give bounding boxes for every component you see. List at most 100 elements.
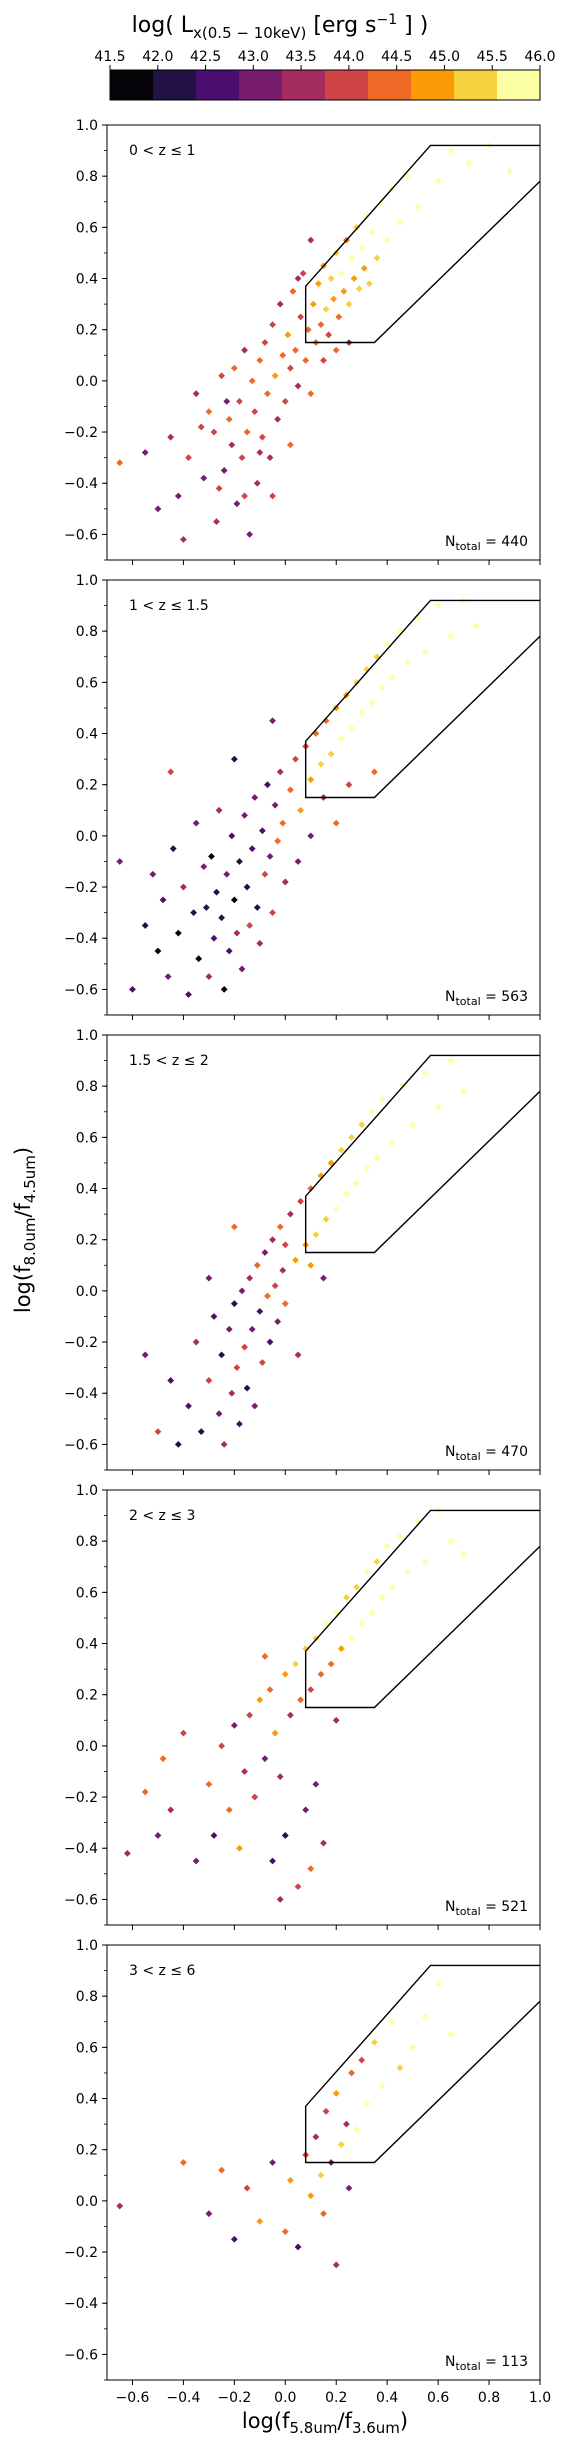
data-point	[202, 904, 210, 911]
data-point	[251, 1793, 259, 1801]
data-point	[274, 1318, 282, 1325]
data-point	[215, 484, 223, 492]
data-point	[195, 955, 203, 963]
data-point	[190, 909, 197, 917]
data-point	[197, 1428, 205, 1436]
data-point	[276, 300, 284, 308]
data-point	[307, 2192, 315, 2200]
y-tick-label: 0.8	[76, 1079, 98, 1095]
y-tick-label: −0.2	[64, 1790, 98, 1806]
colorbar-segment	[153, 70, 197, 100]
data-point	[154, 505, 162, 513]
data-point	[241, 492, 248, 500]
data-point	[236, 1420, 243, 1428]
data-point	[225, 1325, 233, 1333]
data-point	[337, 1645, 345, 1653]
data-point	[192, 1338, 200, 1346]
data-point	[378, 684, 386, 691]
data-point	[292, 1660, 299, 1668]
data-point	[141, 1351, 149, 1359]
data-point	[228, 441, 236, 449]
data-point	[276, 1223, 284, 1231]
data-point	[355, 285, 363, 293]
data-point	[460, 1550, 467, 1558]
data-point	[266, 1338, 274, 1346]
data-point	[167, 768, 175, 776]
data-point	[302, 1645, 310, 1653]
data-point	[271, 801, 279, 809]
data-point	[149, 870, 157, 878]
data-point	[368, 699, 376, 707]
data-point	[243, 428, 251, 436]
panel-redshift-label: 0 < z ≤ 1	[129, 143, 195, 159]
ntotal-label: Ntotal = 440	[445, 534, 528, 553]
data-point	[327, 275, 335, 282]
data-point	[185, 991, 192, 998]
colorbar-tick-label: 43.0	[238, 49, 269, 65]
data-point	[297, 313, 304, 321]
colorbar-title-sup: −1	[377, 12, 398, 28]
data-point	[343, 1190, 350, 1198]
data-point	[251, 1402, 259, 1410]
data-point	[192, 390, 200, 398]
plot-area	[116, 142, 540, 543]
data-point	[353, 678, 361, 686]
data-point	[281, 1300, 289, 1308]
data-point	[223, 870, 231, 878]
data-point	[123, 1849, 131, 1857]
y-tick-label: −0.4	[64, 931, 98, 947]
data-point	[378, 2082, 386, 2090]
data-point	[210, 1832, 218, 1839]
data-point	[297, 1197, 304, 1205]
data-point	[248, 1325, 256, 1333]
data-point	[337, 2141, 345, 2148]
data-point	[256, 1307, 264, 1315]
data-point	[225, 1806, 233, 1814]
data-point	[447, 1057, 455, 1064]
data-point	[337, 270, 345, 277]
data-point	[223, 397, 231, 405]
data-point	[185, 454, 192, 462]
data-point	[307, 1865, 315, 1873]
data-point	[238, 1287, 246, 1295]
data-point	[294, 858, 302, 865]
data-point	[404, 658, 411, 666]
agn-wedge	[304, 1964, 540, 2164]
data-point	[378, 1095, 386, 1103]
data-point	[434, 1103, 442, 1111]
data-point	[286, 1711, 294, 1719]
ntotal-label: Ntotal = 563	[445, 989, 528, 1008]
data-point	[348, 2069, 355, 2077]
data-point	[337, 735, 345, 743]
y-tick-label: 0.2	[76, 1688, 98, 1704]
y-tick-label: −0.6	[64, 2347, 98, 2363]
data-point	[353, 1583, 361, 1591]
data-point	[353, 2125, 361, 2133]
data-point	[332, 704, 340, 712]
data-point	[180, 1729, 187, 1737]
y-tick-label: 0.4	[76, 272, 98, 288]
data-point	[307, 236, 315, 244]
agn-wedge	[304, 144, 540, 344]
data-point	[447, 147, 455, 154]
x-tick-label: −0.4	[166, 2390, 200, 2406]
data-point	[322, 1215, 330, 1223]
data-point	[205, 1377, 213, 1384]
y-tick-label: 0.6	[76, 675, 98, 691]
data-point	[266, 1686, 274, 1693]
data-point	[269, 717, 276, 725]
y-tick-label: 0.8	[76, 624, 98, 640]
colorbar-segment	[196, 70, 240, 100]
agn-wedge	[304, 599, 540, 799]
plot-area	[116, 597, 540, 998]
data-point	[409, 2043, 417, 2051]
data-point	[317, 1670, 325, 1678]
y-tick-label: −0.4	[64, 2296, 98, 2312]
data-point	[159, 896, 167, 904]
scatter-panel: −0.6 −0.4 −0.2 0.0 0.2 0.4 0.6 0.8 1.0 2 < z ≤ 3 N…	[64, 1483, 541, 1930]
data-point	[317, 760, 325, 768]
y-tick-label: 0.2	[76, 1233, 98, 1249]
colorbar-tick-label: 44.5	[381, 49, 412, 65]
data-point	[368, 1609, 376, 1617]
y-tick-label: −0.2	[64, 1335, 98, 1351]
